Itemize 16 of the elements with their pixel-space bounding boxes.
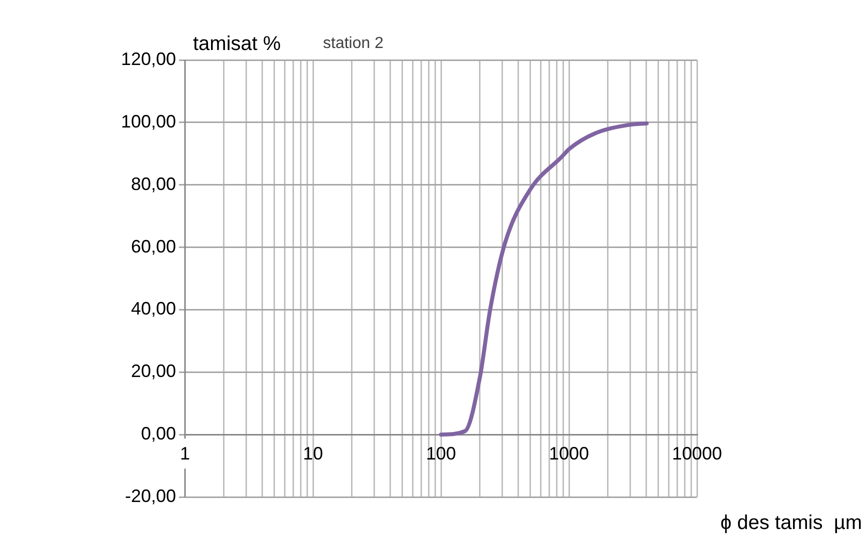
y-tick-label: 80,00 xyxy=(130,174,176,194)
y-axis-title: tamisat % xyxy=(193,33,282,55)
y-tick-label: 60,00 xyxy=(130,236,176,256)
x-tick-label: 100 xyxy=(426,443,456,464)
y-tick-label: 20,00 xyxy=(130,361,176,382)
chart-title: station 2 xyxy=(323,35,384,52)
y-tick-label: 40,00 xyxy=(130,298,176,319)
x-tick-label: 1 xyxy=(180,443,190,464)
x-tick-label: 10 xyxy=(302,443,324,464)
y-tick-label: -20,00 xyxy=(124,486,176,506)
x-axis-title: ϕ des tamis µm xyxy=(720,512,862,534)
x-tick-label: 10000 xyxy=(672,443,722,464)
y-tick-label: 0,00 xyxy=(140,424,176,444)
y-tick-label: 100,00 xyxy=(120,111,176,132)
y-tick-label: 120,00 xyxy=(120,48,176,69)
x-tick-label: 1000 xyxy=(548,443,590,464)
